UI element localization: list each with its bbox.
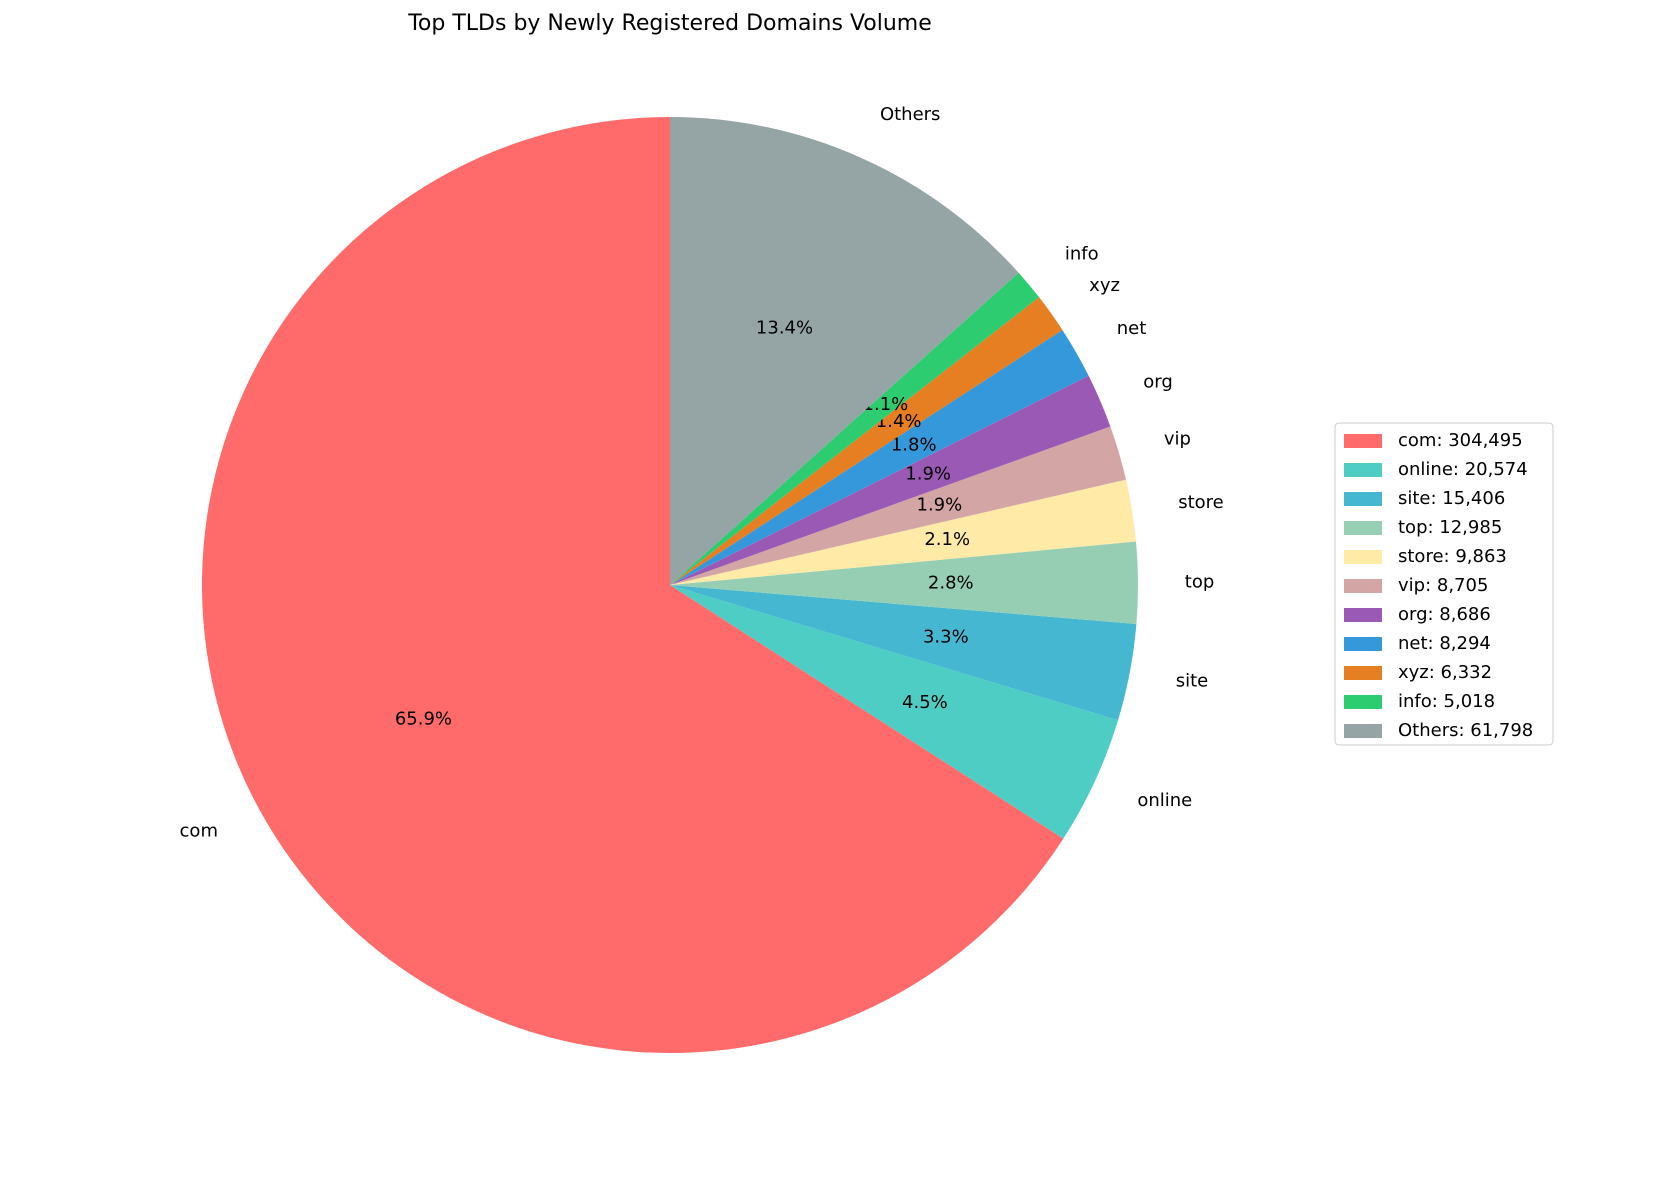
chart-title: Top TLDs by Newly Registered Domains Vol… [407,11,932,36]
legend-swatch [1344,724,1382,738]
pie-slice [670,297,1063,585]
pie-slice [670,272,1040,585]
legend-swatch [1344,521,1382,535]
legend-swatch [1344,434,1382,448]
legend-label: top: 12,985 [1398,517,1502,538]
slice-label: info [1065,244,1099,265]
pie: com 65.9% online 4.5% site 3.3% top 2.8% store 2.… [180,104,1224,1054]
slice-label: Others [880,104,941,125]
pie-slice [670,479,1136,585]
slice-label: com [180,820,218,841]
slice-label: vip [1164,429,1191,450]
legend-swatch [1344,608,1382,622]
legend-swatch [1344,695,1382,709]
legend-label: site: 15,406 [1398,488,1505,509]
pie-slice [202,117,1064,1054]
legend-swatch [1344,463,1382,477]
pie-slice [670,375,1111,585]
slice-label: net [1117,318,1147,339]
legend-swatch [1344,637,1382,651]
legend-label: store: 9,863 [1398,546,1507,567]
slice-label: top [1185,572,1215,593]
legend-swatch [1344,579,1382,593]
legend-swatch [1344,666,1382,680]
legend-box [1334,422,1554,746]
legend-label: com: 304,495 [1398,430,1523,451]
slice-label: online [1137,790,1192,811]
percent-label: 2.8% [928,573,974,594]
legend-label: Others: 61,798 [1398,720,1533,741]
percent-label: 1.9% [917,495,963,516]
pie-slice [670,426,1126,585]
percent-label: 3.3% [923,627,969,648]
legend-label: vip: 8,705 [1398,575,1488,596]
legend-label: org: 8,686 [1398,604,1491,625]
percent-label: 1.4% [876,411,922,432]
legend-swatch [1344,492,1382,506]
slice-label: xyz [1089,275,1120,296]
pie-slice [670,329,1089,585]
slice-label: site [1176,670,1209,691]
legend: com: 304,495 online: 20,574 site: 15,406 to… [1334,422,1554,746]
legend-label: online: 20,574 [1398,459,1528,480]
percent-label: 13.4% [756,318,813,339]
legend-label: net: 8,294 [1398,633,1491,654]
percent-label: 65.9% [395,708,452,729]
percent-label: 4.5% [902,692,948,713]
pie-slice [670,585,1119,839]
percent-label: 2.1% [924,529,970,550]
legend-swatch [1344,550,1382,564]
percent-label: 1.8% [891,434,937,455]
pie-slice [670,117,1019,585]
legend-label: info: 5,018 [1398,691,1495,712]
pie-slice [670,541,1139,625]
pie-slice [670,585,1137,721]
legend-label: xyz: 6,332 [1398,662,1492,683]
percent-label: 1.9% [905,463,951,484]
slice-label: store [1178,492,1224,513]
slice-label: org [1143,371,1173,392]
